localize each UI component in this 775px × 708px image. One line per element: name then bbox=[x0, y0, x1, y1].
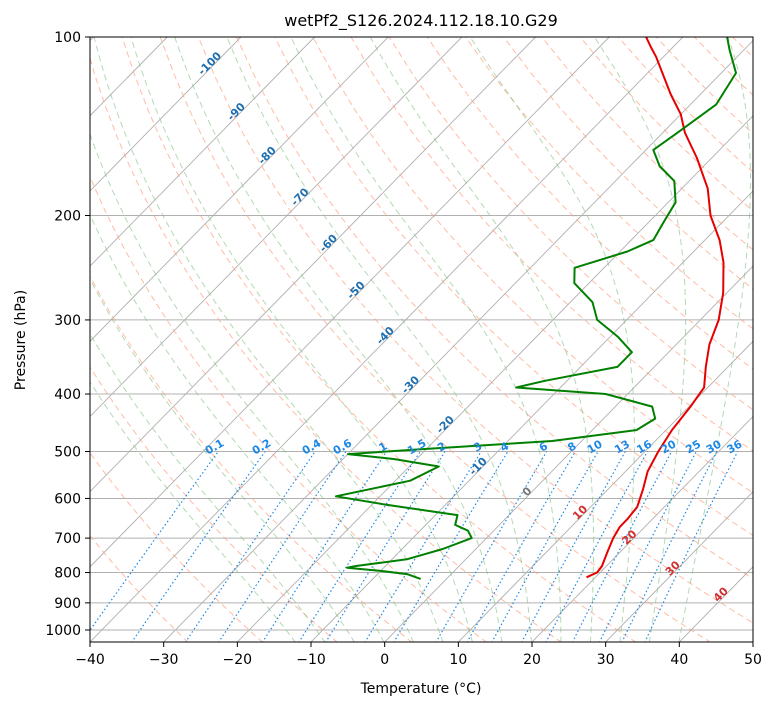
y-tick-label: 700 bbox=[54, 531, 81, 547]
temperature-line bbox=[586, 37, 725, 579]
x-tick-label: −10 bbox=[296, 652, 326, 668]
isotherm-line bbox=[90, 37, 242, 192]
y-tick-label: 500 bbox=[54, 444, 81, 460]
moist-adiabat-line bbox=[593, 37, 687, 642]
isotherm-line bbox=[531, 415, 753, 642]
dry-adiabat-line bbox=[236, 37, 753, 580]
dry-adiabat-line bbox=[159, 37, 712, 642]
moist-adiabat-line bbox=[174, 37, 503, 642]
dry-adiabat-line bbox=[388, 37, 753, 411]
y-axis-ticks: 100 200 300 400 500 600 700 800 900 1000 bbox=[45, 30, 90, 639]
x-tick-label: 20 bbox=[523, 652, 541, 668]
x-tick-label: −20 bbox=[223, 652, 253, 668]
isotherm-line bbox=[90, 37, 389, 342]
mixing-ratio-line bbox=[466, 451, 576, 642]
dry-adiabat-line bbox=[90, 451, 264, 642]
mixing-ratio-line bbox=[131, 451, 266, 642]
mixing-ratio-line bbox=[261, 451, 388, 642]
mixing-ratio-line bbox=[644, 451, 739, 642]
dry-adiabat-line bbox=[90, 56, 562, 642]
sounding-series bbox=[334, 37, 737, 580]
moist-adiabats bbox=[90, 37, 751, 642]
plot-frame bbox=[89, 36, 754, 643]
isotherm-line bbox=[310, 190, 753, 642]
x-tick-label: 0 bbox=[380, 652, 389, 668]
mixing-ratio-lines bbox=[90, 451, 739, 642]
isotherm-line bbox=[90, 37, 684, 642]
dry-adiabat-line bbox=[121, 37, 637, 642]
mixing-ratio-line bbox=[545, 451, 648, 642]
moist-adiabat-line bbox=[469, 37, 635, 642]
dry-adiabats bbox=[90, 37, 753, 642]
mixing-ratio-line bbox=[298, 451, 421, 642]
isotherm-line bbox=[90, 37, 610, 568]
mixing-ratio-line bbox=[621, 451, 718, 642]
moist-adiabat-line bbox=[90, 278, 355, 642]
y-tick-label: 800 bbox=[54, 566, 81, 582]
mixing-ratio-line bbox=[598, 451, 697, 642]
x-axis-label: Temperature (°C) bbox=[360, 681, 482, 697]
y-tick-label: 600 bbox=[54, 491, 81, 507]
moist-adiabat-line bbox=[90, 381, 296, 642]
y-tick-label: 900 bbox=[54, 596, 81, 612]
moist-adiabat-line bbox=[290, 37, 562, 642]
mixing-ratio-line bbox=[218, 451, 347, 642]
y-tick-label: 400 bbox=[54, 387, 81, 403]
y-tick-label: 200 bbox=[54, 209, 81, 225]
x-tick-label: 10 bbox=[449, 652, 467, 668]
isotherm-line bbox=[90, 37, 315, 267]
moist-adiabat-line bbox=[90, 332, 326, 642]
moist-adiabat-line bbox=[93, 37, 444, 642]
isotherm-line bbox=[384, 265, 753, 642]
moist-adiabat-line bbox=[678, 37, 751, 642]
y-tick-label: 300 bbox=[54, 313, 81, 329]
dry-adiabat-line bbox=[350, 37, 753, 452]
dewpoint-line bbox=[334, 37, 737, 580]
isotherm-line bbox=[163, 39, 753, 642]
y-axis-label: Pressure (hPa) bbox=[13, 290, 29, 390]
x-tick-label: −30 bbox=[149, 652, 179, 668]
moist-adiabat-line bbox=[90, 213, 385, 642]
chart-title: wetPf2_S126.2024.112.18.10.G29 bbox=[284, 11, 558, 31]
dry-adiabat-line bbox=[90, 175, 488, 642]
dry-adiabat-line bbox=[312, 37, 753, 494]
x-axis-ticks: −40 −30 −20 −10 0 10 20 30 40 50 bbox=[75, 642, 762, 668]
isotherms bbox=[90, 37, 753, 642]
mixing-ratio-line bbox=[90, 451, 219, 632]
moist-adiabat-line bbox=[130, 37, 473, 642]
mixing-ratio-line bbox=[521, 451, 626, 642]
dry-adiabat-line bbox=[274, 37, 753, 537]
mixing-ratio-line bbox=[184, 451, 316, 642]
isotherm-line bbox=[90, 37, 463, 418]
mixing-ratio-line bbox=[491, 451, 599, 642]
mixing-ratio-line bbox=[364, 451, 482, 642]
x-tick-label: 50 bbox=[744, 652, 762, 668]
isotherm-line bbox=[605, 491, 753, 642]
x-tick-label: 30 bbox=[597, 652, 615, 668]
dry-adiabat-line bbox=[90, 275, 413, 642]
moist-adiabat-line bbox=[226, 37, 532, 642]
moist-adiabat-line bbox=[369, 37, 595, 642]
x-tick-label: 40 bbox=[670, 652, 688, 668]
dry-adiabat-line bbox=[197, 37, 753, 624]
moist-adiabat-line bbox=[90, 132, 414, 642]
isotherm-line bbox=[236, 115, 753, 642]
y-tick-label: 1000 bbox=[45, 623, 81, 639]
x-tick-label: −40 bbox=[75, 652, 105, 668]
pressure-grid bbox=[90, 37, 753, 631]
dry-adiabat-line bbox=[90, 366, 338, 642]
dry-adiabat-line bbox=[426, 37, 753, 370]
y-tick-label: 100 bbox=[54, 30, 81, 46]
isotherm-line bbox=[457, 340, 753, 642]
isotherm-line bbox=[90, 37, 536, 493]
